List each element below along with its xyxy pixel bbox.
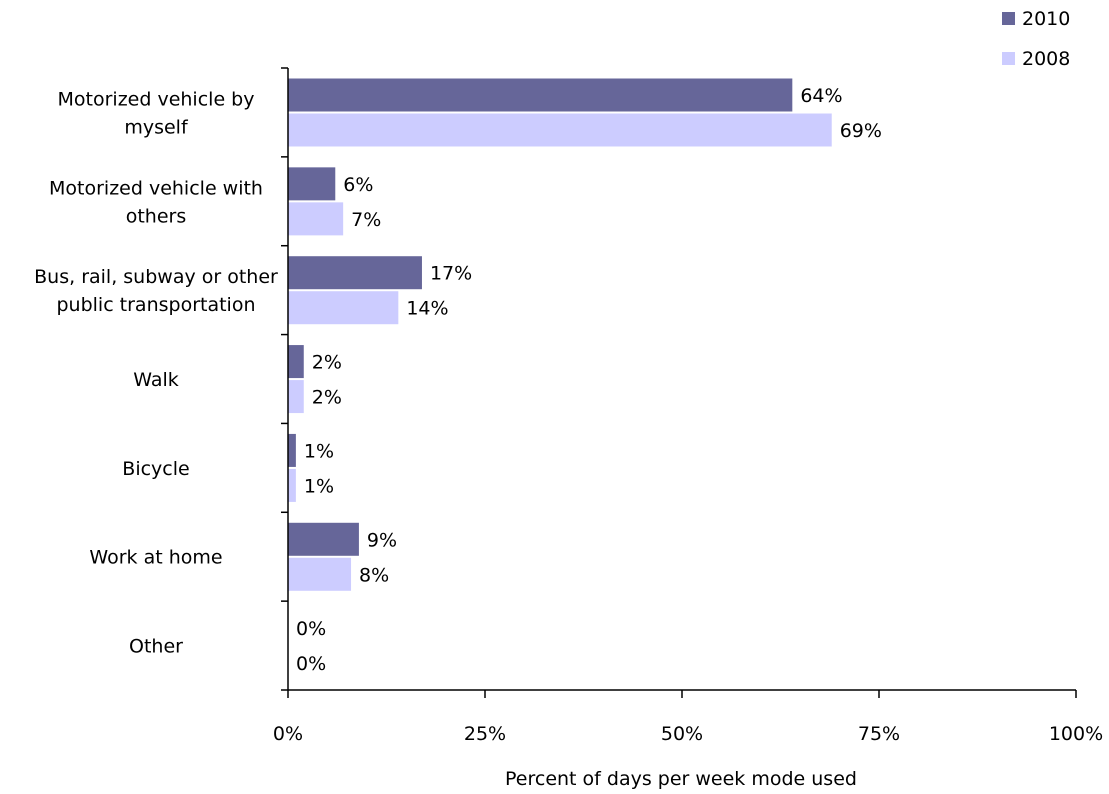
bar-2008-0	[288, 113, 832, 147]
category-label: Motorized vehicle by	[58, 88, 255, 110]
legend: 2010 2008	[1002, 8, 1070, 70]
x-tick-label: 75%	[858, 723, 900, 745]
bar-2008-2	[288, 291, 399, 325]
value-labels: 64% 6% 17% 2% 1% 9% 0% 69% 7% 14% 2% 1% 8% 0%	[296, 85, 882, 675]
category-label: Bicycle	[122, 458, 189, 480]
category-label: myself	[124, 116, 189, 138]
legend-swatch-2010	[1002, 12, 1015, 25]
bar-2010-0	[288, 78, 793, 112]
category-label: public transportation	[56, 294, 255, 316]
bar-2010-4	[288, 433, 296, 467]
x-axis-title: Percent of days per week mode used	[505, 768, 857, 790]
bar-2010-1	[288, 167, 336, 201]
category-label: Walk	[133, 369, 179, 391]
value-label: 1%	[304, 475, 334, 497]
value-label: 7%	[351, 209, 381, 231]
value-label: 6%	[343, 174, 373, 196]
value-label: 2%	[312, 387, 342, 409]
axes: 0% 25% 50% 75% 100%	[273, 67, 1103, 745]
x-tick-label: 25%	[464, 723, 506, 745]
value-label: 9%	[367, 529, 397, 551]
bar-2010-5	[288, 522, 359, 556]
value-label: 69%	[840, 120, 882, 142]
value-label: 2%	[312, 352, 342, 374]
bar-2010-2	[288, 256, 422, 290]
value-label: 17%	[430, 263, 472, 285]
category-label: Motorized vehicle with	[49, 177, 263, 199]
value-label: 1%	[304, 440, 334, 462]
category-label: Bus, rail, subway or other	[34, 266, 278, 288]
bar-2008-1	[288, 202, 344, 236]
bar-2008-5	[288, 557, 352, 591]
bar-2008-4	[288, 468, 296, 502]
category-label: others	[126, 205, 187, 227]
category-label: Work at home	[89, 547, 222, 569]
legend-swatch-2008	[1002, 52, 1015, 65]
legend-label: 2010	[1022, 8, 1070, 30]
value-label: 64%	[800, 85, 842, 107]
x-tick-label: 100%	[1049, 723, 1103, 745]
legend-label: 2008	[1022, 48, 1070, 70]
value-label: 8%	[359, 564, 389, 586]
bars	[288, 78, 832, 591]
value-label: 0%	[296, 618, 326, 640]
bar-2008-3	[288, 380, 304, 414]
value-label: 0%	[296, 653, 326, 675]
category-label: Other	[129, 636, 183, 658]
bar-2010-3	[288, 345, 304, 379]
category-labels: Motorized vehicle by myself Motorized vehi…	[34, 88, 278, 657]
value-label: 14%	[406, 298, 448, 320]
x-tick-label: 0%	[273, 723, 303, 745]
x-tick-label: 50%	[661, 723, 703, 745]
